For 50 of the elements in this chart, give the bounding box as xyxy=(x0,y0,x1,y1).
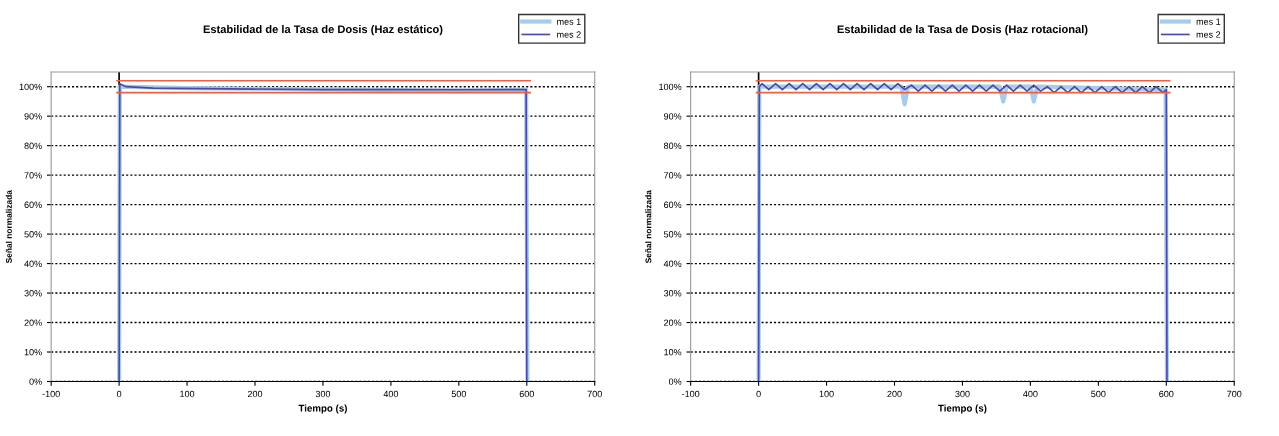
y-tick-label: 90% xyxy=(663,113,682,120)
x-tick-label: 100 xyxy=(819,390,834,398)
x-axis-title: Tiempo (s) xyxy=(938,404,987,414)
x-tick-label: -100 xyxy=(682,390,700,398)
y-tick-label: 80% xyxy=(663,142,682,149)
x-tick-label: 700 xyxy=(1227,390,1242,398)
y-tick-label: 50% xyxy=(663,231,682,238)
x-tick-label: 100 xyxy=(180,390,195,398)
y-axis-title: Señal normalizada xyxy=(645,190,652,264)
x-tick-label: 400 xyxy=(1023,390,1038,398)
chart-title: Estabilidad de la Tasa de Dosis (Haz estático) xyxy=(203,24,443,36)
y-tick-label: 60% xyxy=(24,201,42,208)
y-tick-label: 40% xyxy=(24,260,42,267)
x-tick-label: 0 xyxy=(116,390,122,398)
x-tick-label: 300 xyxy=(955,390,970,398)
x-tick-label: 400 xyxy=(383,390,399,398)
legend-label: mes 1 xyxy=(557,18,581,25)
x-tick-label: 200 xyxy=(887,390,902,398)
y-tick-label: 10% xyxy=(664,348,682,356)
legend-label: mes 1 xyxy=(1196,18,1221,25)
x-tick-label: 600 xyxy=(519,390,534,398)
x-tick-label: 700 xyxy=(587,390,602,398)
x-axis-title: Tiempo (s) xyxy=(298,404,347,414)
y-tick-label: 40% xyxy=(663,260,682,267)
legend-label: mes 2 xyxy=(557,31,581,38)
y-tick-label: 80% xyxy=(24,142,42,149)
y-tick-label: 90% xyxy=(24,113,42,120)
y-tick-label: 0% xyxy=(668,378,682,385)
y-tick-label: 30% xyxy=(24,290,42,297)
x-tick-label: 500 xyxy=(451,390,467,398)
y-tick-label: 60% xyxy=(664,201,682,208)
y-tick-label: 70% xyxy=(24,172,42,179)
y-tick-label: 100% xyxy=(659,83,682,91)
x-tick-label: -100 xyxy=(42,390,60,398)
y-axis-title: Señal normalizada xyxy=(5,190,12,264)
x-tick-label: 500 xyxy=(1091,390,1106,398)
y-tick-label: 20% xyxy=(664,319,682,326)
chart-title: Estabilidad de la Tasa de Dosis (Haz rotacional) xyxy=(837,25,1088,36)
y-tick-label: 0% xyxy=(29,378,42,385)
x-tick-label: 0 xyxy=(756,390,761,398)
x-tick-label: 300 xyxy=(315,390,331,398)
legend-label: mes 2 xyxy=(1196,31,1221,38)
y-tick-label: 70% xyxy=(664,172,682,179)
x-tick-label: 200 xyxy=(247,390,263,398)
y-tick-label: 100% xyxy=(19,83,42,91)
x-tick-label: 600 xyxy=(1159,390,1174,398)
y-tick-label: 30% xyxy=(663,290,682,297)
y-tick-label: 20% xyxy=(24,319,42,326)
y-tick-label: 10% xyxy=(24,348,42,356)
y-tick-label: 50% xyxy=(24,231,42,238)
